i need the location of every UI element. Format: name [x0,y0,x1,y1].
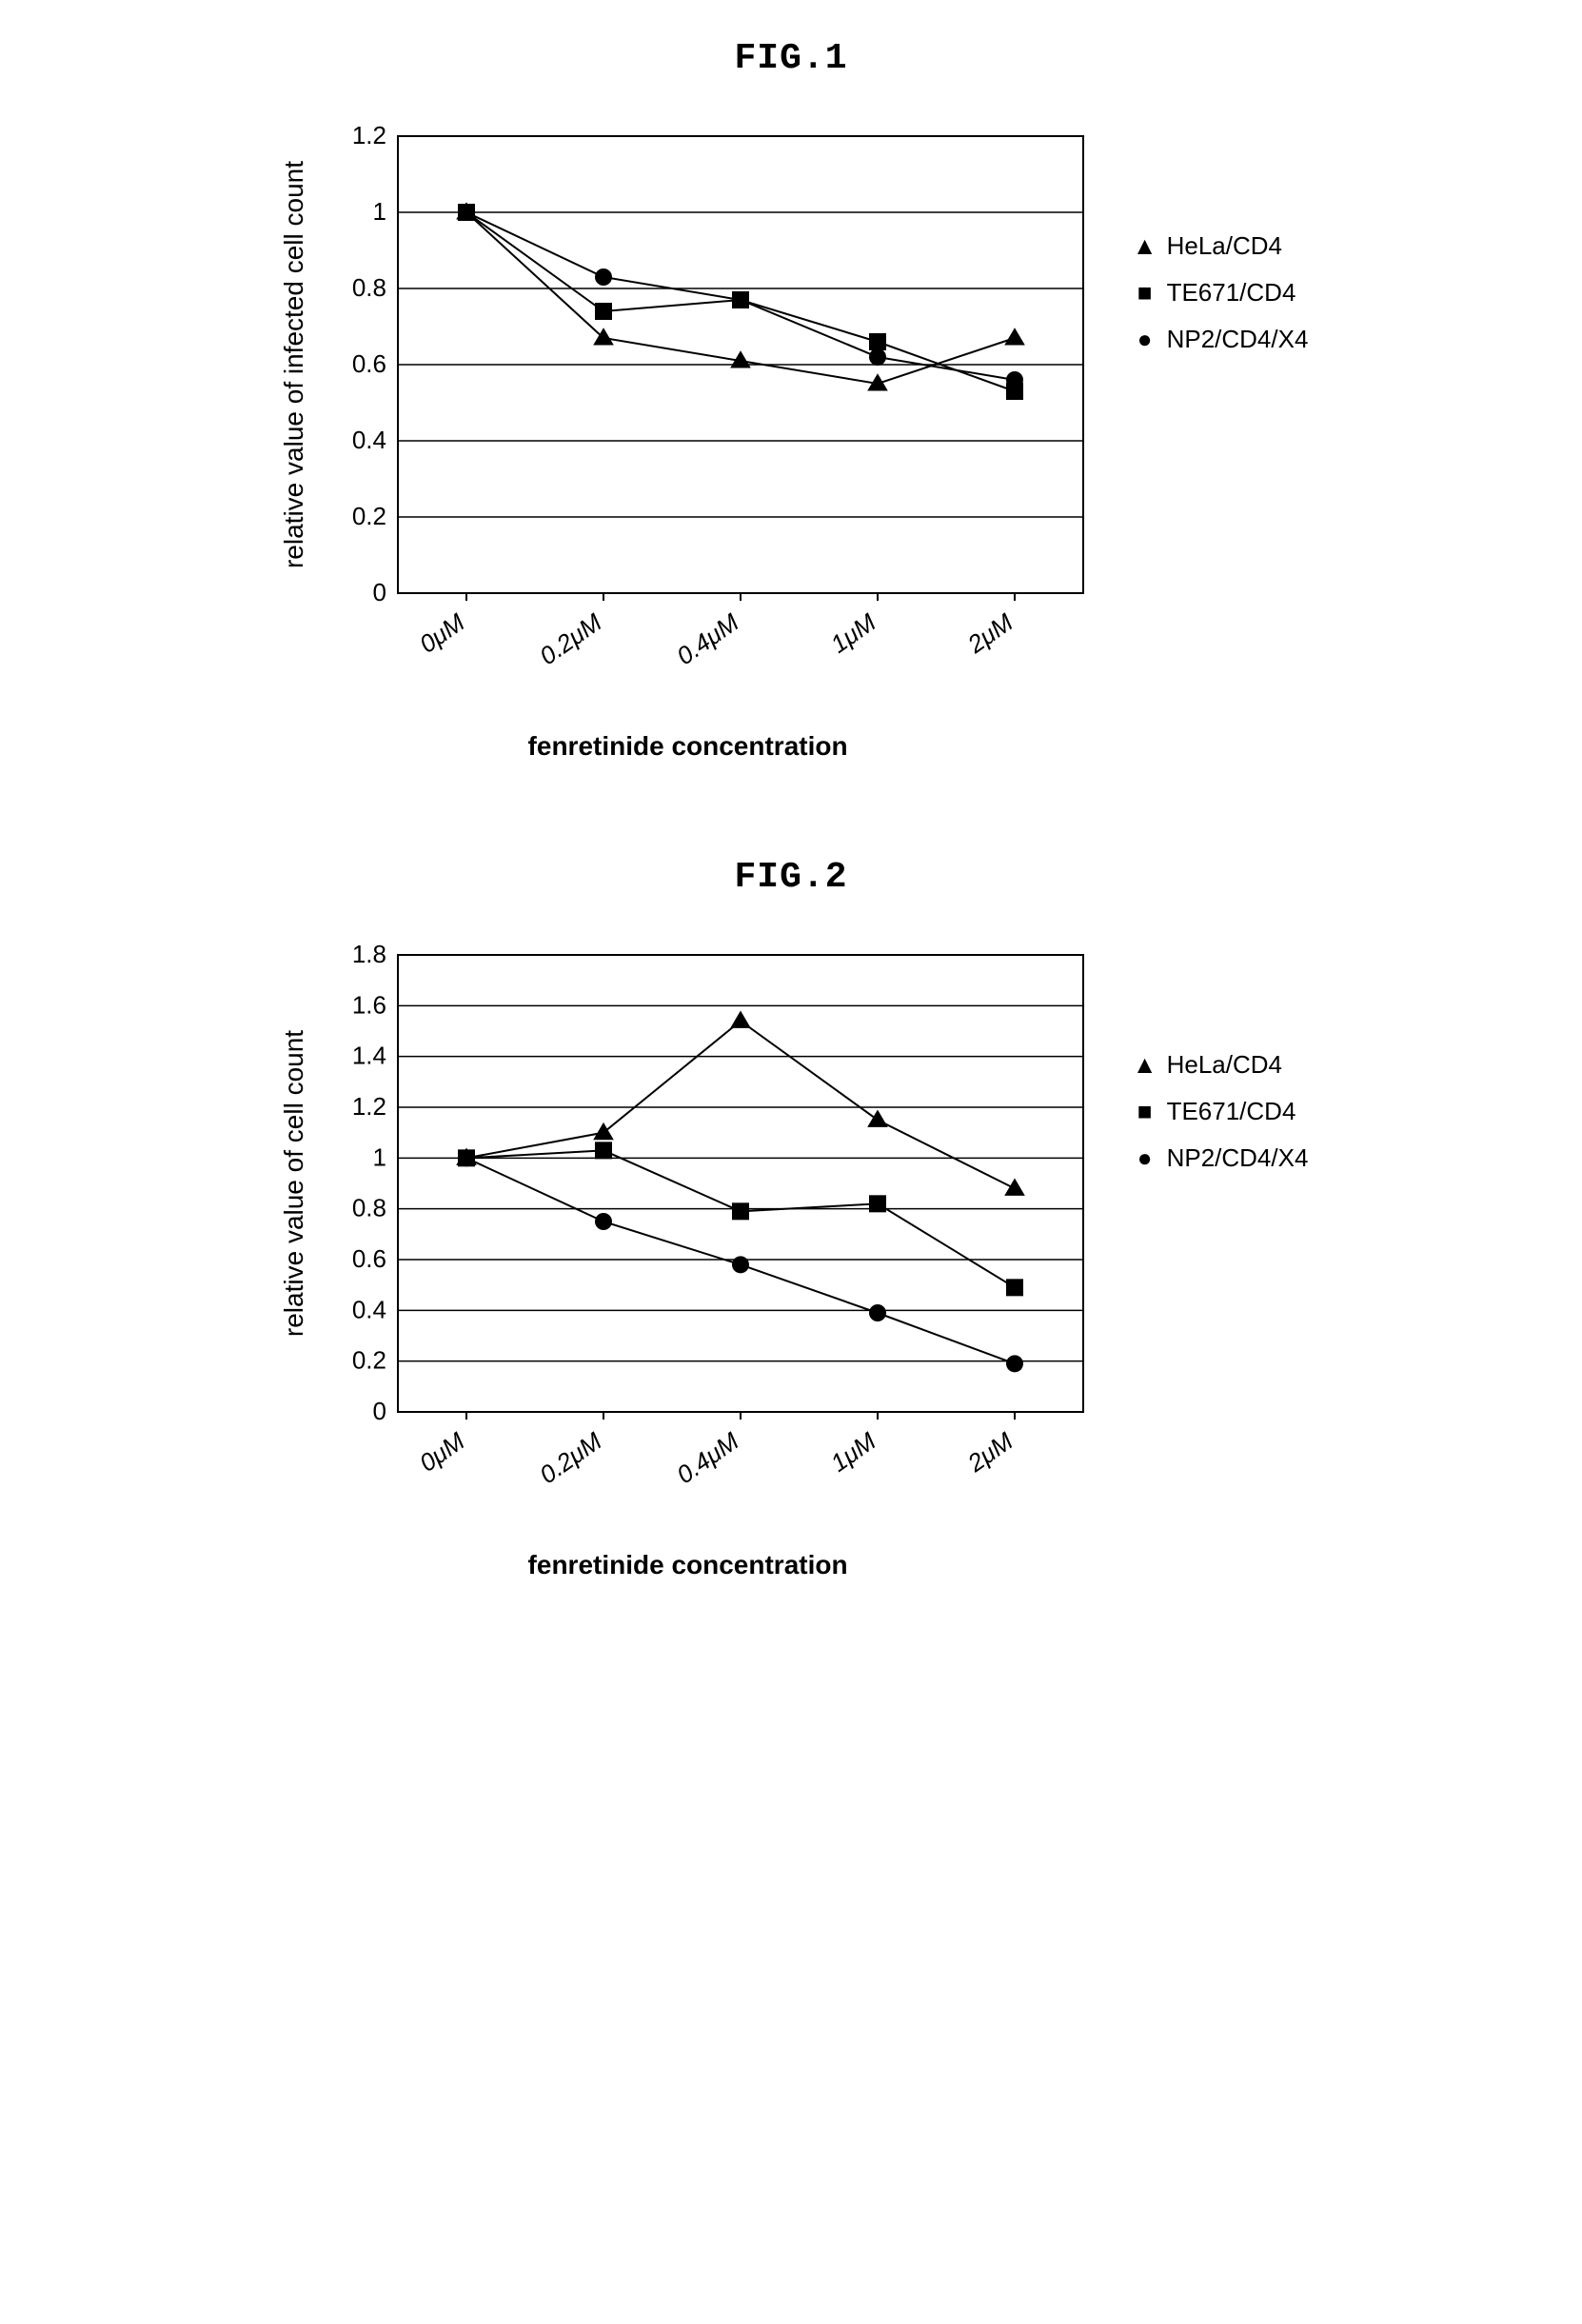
svg-text:0: 0 [372,578,386,606]
svg-text:1: 1 [372,1142,386,1171]
legend-marker-triangle-icon: ▲ [1131,1050,1159,1080]
figure-1-legend: ▲ HeLa/CD4 ■ TE671/CD4 ● NP2/CD4/X4 [1131,231,1309,371]
figure-1-xlabel: fenretinide concentration [274,731,1102,762]
figure-2-chart-wrap: 0 0.2 0.4 0.6 0.8 1 1.2 1.4 1.6 1.8 0μM 0.2μM 0.4μM 1… [274,936,1102,1580]
svg-text:relative value of cell count: relative value of cell count [279,1030,308,1337]
svg-text:0.2: 0.2 [351,1346,386,1375]
legend-marker-circle-icon: ● [1131,1143,1159,1173]
figure-2-container: FIG.2 0 0.2 0.4 0.6 0.8 1 1.2 1.4 1.6 1.8 0μM 0.2μM… [38,857,1544,1580]
legend-label: NP2/CD4/X4 [1167,325,1309,354]
svg-text:1μM: 1μM [825,607,881,659]
svg-text:0.4: 0.4 [351,1295,386,1323]
legend-item: ▲ HeLa/CD4 [1131,1050,1309,1080]
svg-text:0.8: 0.8 [351,273,386,302]
legend-item: ● NP2/CD4/X4 [1131,1143,1309,1173]
figure-2-title: FIG.2 [38,857,1544,898]
figure-1-container: FIG.1 0 0.2 0.4 0.6 0.8 1 1.2 0μM 0.2μM 0.4μM 1μM 2… [38,38,1544,762]
svg-text:0.2: 0.2 [351,502,386,530]
legend-label: TE671/CD4 [1167,278,1296,308]
svg-text:0.4μM: 0.4μM [671,1426,744,1489]
svg-text:0.4μM: 0.4μM [671,607,744,670]
legend-marker-square-icon: ■ [1131,278,1159,308]
svg-text:1μM: 1μM [825,1426,881,1478]
svg-text:2μM: 2μM [961,1426,1018,1478]
svg-text:1.4: 1.4 [351,1042,386,1070]
figure-1-row: 0 0.2 0.4 0.6 0.8 1 1.2 0μM 0.2μM 0.4μM 1μM 2μM rela… [38,117,1544,762]
legend-item: ■ TE671/CD4 [1131,1097,1309,1126]
figure-1-chart: 0 0.2 0.4 0.6 0.8 1 1.2 0μM 0.2μM 0.4μM 1μM 2μM rela… [274,117,1102,717]
legend-marker-triangle-icon: ▲ [1131,231,1159,261]
legend-item: ● NP2/CD4/X4 [1131,325,1309,354]
figure-1-chart-wrap: 0 0.2 0.4 0.6 0.8 1 1.2 0μM 0.2μM 0.4μM 1μM 2μM rela… [274,117,1102,762]
svg-text:1: 1 [372,197,386,226]
legend-marker-circle-icon: ● [1131,325,1159,354]
svg-text:0.2μM: 0.2μM [534,607,607,670]
svg-text:relative value of infected cel: relative value of infected cell count [279,161,308,568]
svg-text:1.8: 1.8 [351,940,386,968]
svg-text:0.2μM: 0.2μM [534,1426,607,1489]
figure-2-row: 0 0.2 0.4 0.6 0.8 1 1.2 1.4 1.6 1.8 0μM 0.2μM 0.4μM 1… [38,936,1544,1580]
legend-item: ■ TE671/CD4 [1131,278,1309,308]
svg-text:0: 0 [372,1397,386,1425]
svg-text:1.2: 1.2 [351,121,386,149]
figure-2-legend: ▲ HeLa/CD4 ■ TE671/CD4 ● NP2/CD4/X4 [1131,1050,1309,1190]
svg-text:1.2: 1.2 [351,1092,386,1121]
svg-text:0.6: 0.6 [351,349,386,378]
svg-text:0μM: 0μM [414,607,470,659]
svg-text:0.8: 0.8 [351,1194,386,1222]
legend-label: HeLa/CD4 [1167,231,1282,261]
figure-1-title: FIG.1 [38,38,1544,79]
svg-text:0.4: 0.4 [351,426,386,454]
svg-text:2μM: 2μM [961,607,1018,659]
svg-text:1.6: 1.6 [351,990,386,1019]
legend-marker-square-icon: ■ [1131,1097,1159,1126]
legend-item: ▲ HeLa/CD4 [1131,231,1309,261]
svg-text:0μM: 0μM [414,1426,470,1478]
legend-label: TE671/CD4 [1167,1097,1296,1126]
svg-text:0.6: 0.6 [351,1244,386,1273]
legend-label: HeLa/CD4 [1167,1050,1282,1080]
figure-2-chart: 0 0.2 0.4 0.6 0.8 1 1.2 1.4 1.6 1.8 0μM 0.2μM 0.4μM 1… [274,936,1102,1536]
figure-2-xlabel: fenretinide concentration [274,1550,1102,1580]
legend-label: NP2/CD4/X4 [1167,1143,1309,1173]
